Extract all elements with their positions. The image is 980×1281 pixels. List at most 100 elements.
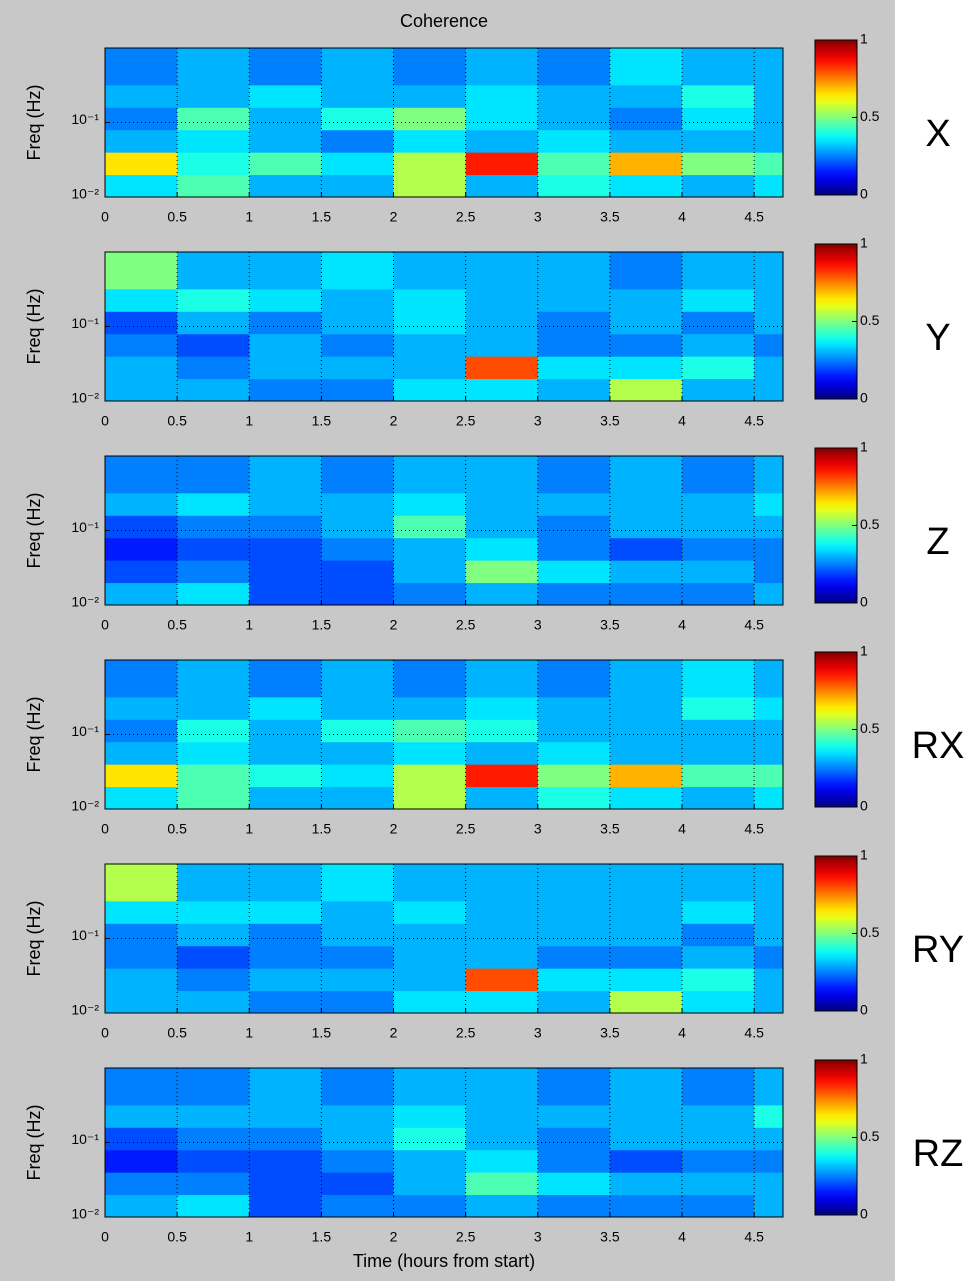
heatmap-cell bbox=[249, 84, 322, 108]
heatmap-cell bbox=[321, 174, 395, 197]
colorbar bbox=[814, 1059, 858, 1216]
heatmap-cell bbox=[465, 560, 539, 584]
heatmap-cell bbox=[609, 84, 683, 108]
heatmap-cell bbox=[609, 968, 683, 992]
heatmap-cell bbox=[105, 456, 178, 494]
heatmap-cell bbox=[537, 560, 611, 584]
panel-label: Z bbox=[926, 521, 949, 563]
heatmap-cell bbox=[393, 152, 467, 176]
heatmap-cell bbox=[465, 864, 539, 902]
y-axis-label: Freq (Hz) bbox=[24, 85, 44, 161]
heatmap-cell bbox=[249, 560, 322, 584]
x-tick-label: 0 bbox=[101, 209, 109, 225]
heatmap-cell bbox=[465, 1172, 539, 1196]
heatmap-cell bbox=[177, 945, 250, 969]
heatmap-cell bbox=[249, 1104, 322, 1128]
x-tick-label: 1.5 bbox=[312, 1229, 332, 1245]
panel-label: RZ bbox=[913, 1133, 964, 1175]
x-tick-label: 1 bbox=[245, 209, 253, 225]
heatmap-cell bbox=[321, 1194, 395, 1217]
heatmap-cell bbox=[609, 864, 683, 902]
heatmap-cell bbox=[393, 378, 467, 401]
heatmap-cell bbox=[682, 923, 755, 947]
x-tick-label: 1.5 bbox=[312, 413, 332, 429]
heatmap-cell bbox=[682, 1068, 755, 1106]
heatmap-cell bbox=[609, 900, 683, 924]
x-tick-label: 2 bbox=[390, 413, 398, 429]
heatmap-cell bbox=[465, 1149, 539, 1173]
heatmap-cell bbox=[249, 152, 322, 176]
panel-label: X bbox=[925, 113, 950, 155]
heatmap-cell bbox=[105, 1194, 178, 1217]
heatmap-cell bbox=[321, 288, 395, 312]
heatmap-cell bbox=[393, 1194, 467, 1217]
heatmap-cell bbox=[537, 968, 611, 992]
heatmap-cell bbox=[754, 741, 783, 765]
heatmap-cell bbox=[609, 537, 683, 561]
heatmap-cell bbox=[321, 864, 395, 902]
colorbar-tick-label: 0.5 bbox=[860, 516, 880, 532]
x-tick-label: 2 bbox=[390, 1025, 398, 1041]
heatmap-cell bbox=[754, 990, 783, 1013]
heatmap-cell bbox=[754, 696, 783, 720]
heatmap-cell bbox=[537, 456, 611, 494]
heatmap-cell bbox=[682, 356, 755, 380]
x-tick-label: 2.5 bbox=[456, 1025, 476, 1041]
heatmap-cell bbox=[537, 719, 611, 743]
heatmap-cell bbox=[249, 333, 322, 357]
x-tick-label: 3.5 bbox=[600, 1229, 620, 1245]
heatmap-cell bbox=[537, 129, 611, 153]
heatmap-cell bbox=[682, 174, 755, 197]
heatmap-cell bbox=[321, 515, 395, 539]
heatmap-cell bbox=[105, 945, 178, 969]
heatmap-cell bbox=[465, 84, 539, 108]
heatmap-cell bbox=[177, 764, 250, 788]
x-tick-label: 0.5 bbox=[167, 209, 187, 225]
heatmap-cell bbox=[682, 786, 755, 809]
y-tick-label: 10⁻² bbox=[71, 798, 99, 814]
heatmap-cell bbox=[682, 900, 755, 924]
heatmap-cell bbox=[682, 84, 755, 108]
heatmap-cell bbox=[321, 582, 395, 605]
heatmap-cell bbox=[537, 107, 611, 131]
heatmap-cell bbox=[682, 288, 755, 312]
heatmap-cell bbox=[465, 356, 539, 380]
heatmap-cell bbox=[105, 333, 178, 357]
x-tick-label: 3.5 bbox=[600, 209, 620, 225]
heatmap-cell bbox=[105, 515, 178, 539]
heatmap-cell bbox=[754, 252, 783, 290]
heatmap-cell bbox=[537, 1194, 611, 1217]
heatmap-cell bbox=[537, 492, 611, 516]
heatmap-cell bbox=[465, 515, 539, 539]
heatmap-cell bbox=[682, 660, 755, 698]
heatmap-cell bbox=[105, 741, 178, 765]
heatmap-cell bbox=[177, 1104, 250, 1128]
heatmap-cell bbox=[754, 537, 783, 561]
heatmap-cell bbox=[393, 764, 467, 788]
chart-title: Coherence bbox=[400, 11, 488, 31]
heatmap-cell bbox=[682, 945, 755, 969]
heatmap-cell bbox=[682, 492, 755, 516]
heatmap-cell bbox=[321, 456, 395, 494]
heatmap-cell bbox=[105, 786, 178, 809]
heatmap-cell bbox=[177, 515, 250, 539]
heatmap-cell bbox=[465, 741, 539, 765]
heatmap-cell bbox=[609, 582, 683, 605]
heatmap-cell bbox=[105, 582, 178, 605]
heatmap-cell bbox=[393, 1104, 467, 1128]
x-tick-label: 1 bbox=[245, 821, 253, 837]
heatmap-cell bbox=[609, 696, 683, 720]
heatmap-cell bbox=[537, 152, 611, 176]
heatmap-cell bbox=[465, 252, 539, 290]
heatmap-cell bbox=[177, 252, 250, 290]
x-tick-label: 4 bbox=[678, 1025, 686, 1041]
heatmap-cell bbox=[249, 515, 322, 539]
heatmap-cell bbox=[249, 456, 322, 494]
heatmap-cell bbox=[682, 864, 755, 902]
heatmap-cell bbox=[754, 84, 783, 108]
heatmap-cell bbox=[105, 764, 178, 788]
heatmap-cell bbox=[609, 945, 683, 969]
x-tick-label: 2 bbox=[390, 821, 398, 837]
heatmap-cell bbox=[465, 945, 539, 969]
x-tick-label: 0.5 bbox=[167, 413, 187, 429]
